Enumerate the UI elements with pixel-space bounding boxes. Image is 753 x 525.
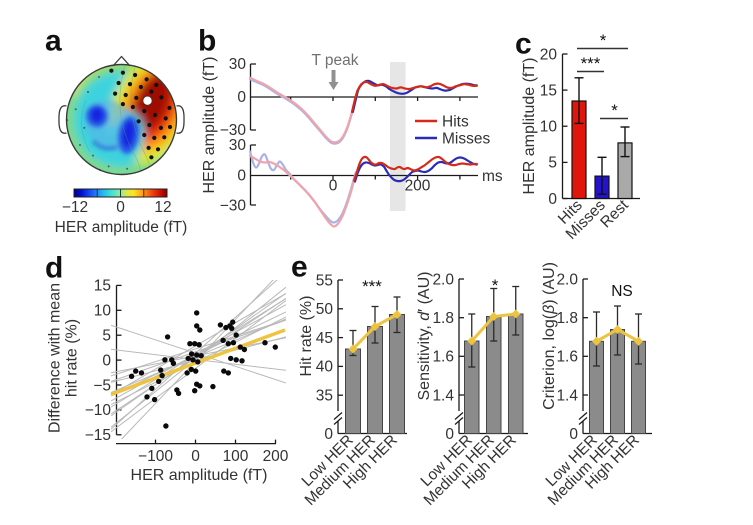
svg-text:0: 0: [445, 426, 454, 443]
svg-text:b: b: [198, 25, 216, 58]
svg-text:Criterion, log(β) (AU): Criterion, log(β) (AU): [541, 262, 558, 410]
svg-text:0: 0: [324, 426, 333, 443]
svg-text:2.0: 2.0: [556, 271, 578, 288]
svg-text:Sensitivity, d′ (AU): Sensitivity, d′ (AU): [416, 272, 433, 401]
svg-text:0: 0: [569, 426, 578, 443]
svg-text:20: 20: [540, 46, 558, 63]
svg-text:30: 30: [229, 137, 247, 154]
svg-text:40: 40: [316, 359, 334, 376]
svg-text:5: 5: [548, 155, 557, 172]
svg-text:100: 100: [223, 448, 249, 465]
svg-text:0: 0: [237, 168, 246, 185]
svg-text:*: *: [600, 31, 607, 50]
svg-text:1.4: 1.4: [556, 387, 578, 404]
svg-text:−100: −100: [138, 448, 173, 465]
svg-text:−30: −30: [220, 122, 247, 139]
svg-text:55: 55: [316, 272, 333, 289]
svg-text:***: ***: [362, 277, 382, 296]
svg-text:0: 0: [329, 178, 338, 195]
svg-text:hit rate (%): hit rate (%): [64, 319, 81, 397]
svg-text:−12: −12: [62, 199, 88, 216]
svg-text:30: 30: [229, 56, 247, 73]
svg-text:0: 0: [237, 89, 246, 106]
svg-text:35: 35: [316, 388, 333, 405]
svg-text:HER amplitude (fT): HER amplitude (fT): [521, 58, 538, 195]
svg-text:12: 12: [154, 199, 171, 216]
svg-text:Hits: Hits: [442, 114, 469, 131]
svg-text:HER amplitude (fT): HER amplitude (fT): [131, 467, 268, 484]
svg-text:0: 0: [102, 352, 111, 369]
svg-text:15: 15: [94, 278, 111, 295]
svg-text:0: 0: [191, 448, 200, 465]
svg-text:1.6: 1.6: [432, 349, 454, 366]
svg-text:***: ***: [581, 54, 601, 73]
svg-text:−10: −10: [85, 402, 112, 419]
svg-text:ms: ms: [482, 168, 503, 185]
svg-text:10: 10: [94, 303, 112, 320]
svg-text:50: 50: [316, 301, 334, 318]
svg-text:0: 0: [116, 199, 125, 216]
svg-text:HER amplitude (fT): HER amplitude (fT): [201, 57, 218, 194]
svg-text:5: 5: [102, 328, 111, 345]
svg-text:Difference with mean: Difference with mean: [47, 283, 64, 433]
svg-text:NS: NS: [611, 283, 633, 300]
svg-text:d: d: [45, 252, 63, 285]
svg-text:−5: −5: [93, 377, 111, 394]
svg-text:2.0: 2.0: [432, 271, 454, 288]
svg-text:*: *: [492, 276, 499, 295]
svg-text:*: *: [611, 101, 618, 120]
svg-text:1.4: 1.4: [432, 387, 454, 404]
svg-text:HER amplitude (fT): HER amplitude (fT): [55, 219, 188, 236]
svg-text:1.8: 1.8: [432, 310, 454, 327]
svg-text:−30: −30: [220, 198, 247, 215]
svg-text:10: 10: [540, 119, 558, 136]
svg-text:1.6: 1.6: [556, 349, 578, 366]
svg-text:1.8: 1.8: [556, 310, 578, 327]
svg-text:a: a: [45, 25, 62, 58]
svg-text:15: 15: [540, 82, 557, 99]
svg-text:Hit rate (%): Hit rate (%): [298, 296, 315, 377]
svg-text:45: 45: [316, 330, 333, 347]
svg-text:Misses: Misses: [442, 131, 490, 148]
svg-text:200: 200: [263, 448, 289, 465]
svg-text:e: e: [291, 251, 308, 284]
svg-text:200: 200: [405, 178, 431, 195]
svg-text:c: c: [515, 28, 532, 61]
svg-text:0: 0: [548, 191, 557, 208]
svg-text:−15: −15: [85, 427, 111, 444]
svg-text:T peak: T peak: [311, 52, 358, 69]
